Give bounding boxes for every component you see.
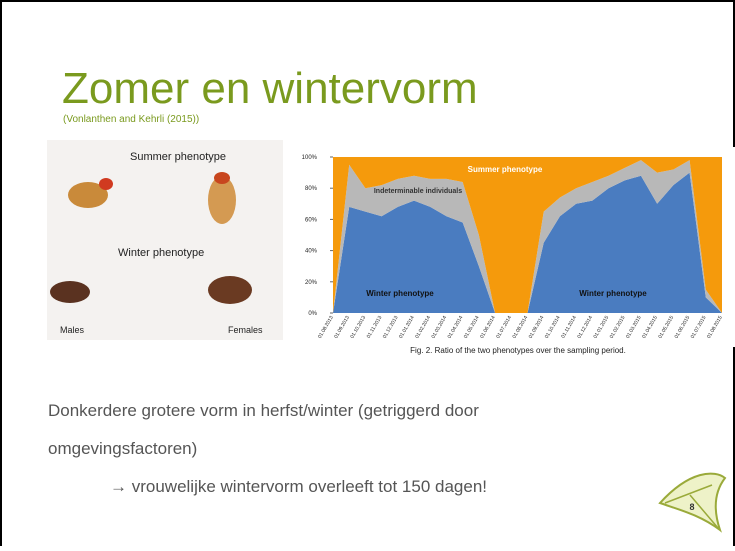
photo-label: Males [60,325,85,335]
body-text: Donkerdere grotere vorm in herfst/winter… [48,401,479,420]
slide-title: Zomer en wintervorm [62,64,478,113]
area-label: Winter phenotype [579,289,647,298]
slide: Zomer en wintervorm (Vonlanthen and Kehr… [0,0,735,546]
body-text: → vrouwelijke wintervorm overleeft tot 1… [110,477,487,496]
fly-eye [99,178,113,190]
y-tick-label: 20% [305,280,318,286]
photo: Summer phenotype Winter phenotype Males … [47,140,283,340]
chart-caption: Fig. 2. Ratio of the two phenotypes over… [410,346,626,355]
area-label: Indeterminable individuals [374,188,462,195]
y-tick-label: 100% [302,155,318,161]
fly-eye [214,172,230,184]
body-text: omgevingsfactoren) [48,439,197,458]
area-label: Summer phenotype [468,165,543,174]
photo-bg [47,140,283,340]
photo-label: Winter phenotype [118,247,204,259]
slide-subtitle: (Vonlanthen and Kehrli (2015)) [63,114,199,125]
y-tick-label: 80% [305,186,318,192]
y-tick-label: 0% [308,311,317,317]
y-tick-label: 40% [305,249,318,255]
chart: 0%20%40%60%80%100%01.08.201301.09.201301… [290,147,735,347]
page-number: 8 [689,502,694,512]
fly [50,281,90,303]
y-tick-label: 60% [305,217,318,223]
photo-label: Summer phenotype [130,151,226,163]
area-label: Winter phenotype [366,289,434,298]
photo-label: Females [228,325,263,335]
fly [208,276,252,304]
